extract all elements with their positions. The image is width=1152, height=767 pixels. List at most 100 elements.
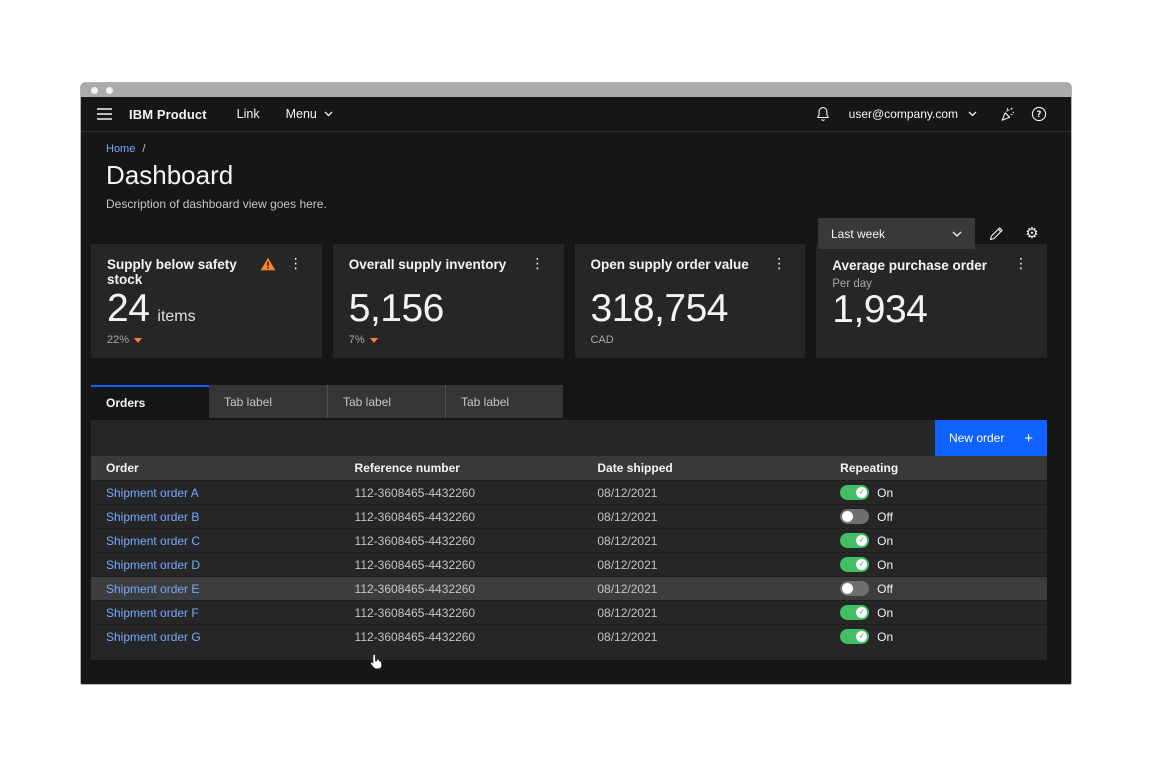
notifications-button[interactable] — [807, 97, 839, 132]
tab-label-1[interactable]: Tab label — [209, 385, 327, 418]
tab-label: Orders — [106, 396, 145, 410]
date-shipped-cell: 08/12/2021 — [582, 534, 825, 548]
window-titlebar[interactable] — [81, 83, 1071, 97]
metric-card-overall-supply-inventory[interactable]: Overall supply inventory ⋮ 5,156 7% — [333, 244, 564, 358]
tab-label-2[interactable]: Tab label — [327, 385, 445, 418]
check-icon: ✓ — [859, 537, 865, 544]
date-shipped-cell: 08/12/2021 — [582, 582, 825, 596]
repeating-toggle[interactable] — [840, 581, 869, 596]
window-control-dot[interactable] — [106, 87, 113, 94]
tab-orders[interactable]: Orders — [91, 385, 209, 418]
hamburger-menu-button[interactable] — [97, 97, 129, 132]
toggle-state-label: On — [877, 534, 893, 548]
order-link[interactable]: Shipment order D — [106, 558, 200, 572]
card-title: Average purchase order — [832, 258, 987, 273]
time-period-value: Last week — [831, 227, 885, 241]
pencil-icon — [989, 226, 1004, 241]
plus-icon: + — [1024, 430, 1033, 447]
overflow-menu-icon[interactable]: ⋮ — [1011, 257, 1031, 271]
edit-button[interactable] — [981, 219, 1011, 249]
table-row[interactable]: Shipment order A112-3608465-443226008/12… — [91, 480, 1047, 504]
repeating-toggle[interactable]: ✓ — [840, 605, 869, 620]
metric-value: 5,156 — [349, 289, 444, 328]
metric-value: 1,934 — [832, 290, 927, 329]
overflow-menu-icon[interactable]: ⋮ — [286, 257, 306, 271]
whats-new-button[interactable] — [991, 97, 1023, 132]
chevron-down-icon — [324, 111, 333, 117]
celebration-icon — [999, 106, 1016, 123]
product-name: IBM Product — [129, 107, 207, 122]
help-button[interactable]: ? — [1023, 97, 1055, 132]
bell-icon — [815, 106, 831, 122]
toggle-state-label: Off — [877, 510, 893, 524]
repeating-toggle[interactable] — [840, 509, 869, 524]
nav-menu[interactable]: Menu — [286, 107, 333, 121]
order-link[interactable]: Shipment order B — [106, 510, 199, 524]
order-link[interactable]: Shipment order A — [106, 486, 199, 500]
toggle-state-label: Off — [877, 582, 893, 596]
orders-table: New order + Order Reference number Date … — [91, 420, 1047, 660]
reference-number-cell: 112-3608465-4432260 — [340, 582, 583, 596]
table-row[interactable]: Shipment order E 112-3608465-443226008/12… — [91, 576, 1047, 600]
svg-text:?: ? — [1037, 110, 1042, 120]
settings-button[interactable]: ⚙ — [1017, 219, 1047, 249]
overflow-menu-icon[interactable]: ⋮ — [528, 257, 548, 271]
app-header: IBM Product Link Menu user@company.com — [81, 97, 1071, 132]
table-header-row: Order Reference number Date shipped Repe… — [91, 456, 1047, 480]
order-link[interactable]: Shipment order F — [106, 606, 199, 620]
table-row[interactable]: Shipment order D 112-3608465-443226008/12… — [91, 552, 1047, 576]
tab-label-3[interactable]: Tab label — [445, 385, 563, 418]
account-menu[interactable]: user@company.com — [849, 107, 977, 121]
desktop: IBM Product Link Menu user@company.com — [0, 0, 1152, 767]
repeating-toggle[interactable]: ✓ — [840, 557, 869, 572]
table-row[interactable]: Shipment order C 112-3608465-443226008/12… — [91, 528, 1047, 552]
column-header-repeating[interactable]: Repeating — [825, 461, 1047, 475]
reference-number-cell: 112-3608465-4432260 — [340, 630, 583, 644]
date-shipped-cell: 08/12/2021 — [582, 630, 825, 644]
check-icon: ✓ — [859, 561, 865, 568]
nav-menu-label: Menu — [286, 107, 317, 121]
overflow-menu-icon[interactable]: ⋮ — [769, 257, 789, 271]
metric-card-supply-below-safety-stock[interactable]: Supply below safety stock ⋮ 24 items 22% — [91, 244, 322, 358]
table-row[interactable]: Shipment order F112-3608465-443226008/12… — [91, 600, 1047, 624]
time-period-dropdown[interactable]: Last week — [818, 218, 975, 249]
order-link[interactable]: Shipment order G — [106, 630, 201, 644]
help-icon: ? — [1031, 106, 1047, 122]
toggle-state-label: On — [877, 486, 893, 500]
table-row[interactable]: Shipment order G 112-3608465-443226008/12… — [91, 624, 1047, 648]
reference-number-cell: 112-3608465-4432260 — [340, 534, 583, 548]
warning-icon — [260, 257, 276, 271]
new-order-button[interactable]: New order + — [935, 420, 1047, 456]
trend-value: 7% — [349, 334, 365, 346]
card-title: Open supply order value — [591, 257, 770, 272]
column-header-date-shipped[interactable]: Date shipped — [582, 461, 825, 475]
trend-down-icon — [370, 338, 378, 343]
repeating-toggle[interactable]: ✓ — [840, 629, 869, 644]
metric-unit: CAD — [591, 334, 614, 346]
metric-card-open-supply-order-value[interactable]: Open supply order value ⋮ 318,754 CAD — [575, 244, 806, 358]
table-toolbar: New order + — [91, 420, 1047, 456]
window-control-dot[interactable] — [91, 87, 98, 94]
metric-value: 24 — [107, 289, 149, 328]
page-title: Dashboard — [106, 160, 1047, 191]
check-icon: ✓ — [859, 489, 865, 496]
column-header-order[interactable]: Order — [91, 461, 340, 475]
repeating-toggle[interactable]: ✓ — [840, 533, 869, 548]
page-description: Description of dashboard view goes here. — [106, 197, 1047, 211]
nav-link[interactable]: Link — [237, 107, 260, 121]
repeating-toggle[interactable]: ✓ — [840, 485, 869, 500]
metric-card-average-purchase-order[interactable]: Average purchase order Per day ⋮ 1,934 — [816, 244, 1047, 358]
date-shipped-cell: 08/12/2021 — [582, 558, 825, 572]
column-header-reference[interactable]: Reference number — [340, 461, 583, 475]
order-link[interactable]: Shipment order C — [106, 534, 200, 548]
toggle-state-label: On — [877, 606, 893, 620]
table-row[interactable]: Shipment order B112-3608465-443226008/12… — [91, 504, 1047, 528]
breadcrumb-home-link[interactable]: Home — [106, 143, 135, 155]
tab-label: Tab label — [461, 395, 509, 409]
order-link[interactable]: Shipment order E — [106, 582, 199, 596]
tab-label: Tab label — [343, 395, 391, 409]
reference-number-cell: 112-3608465-4432260 — [340, 558, 583, 572]
tab-bar: Orders Tab label Tab label Tab label — [91, 385, 1047, 418]
gear-icon: ⚙ — [1025, 226, 1038, 241]
metric-value: 318,754 — [591, 289, 728, 328]
